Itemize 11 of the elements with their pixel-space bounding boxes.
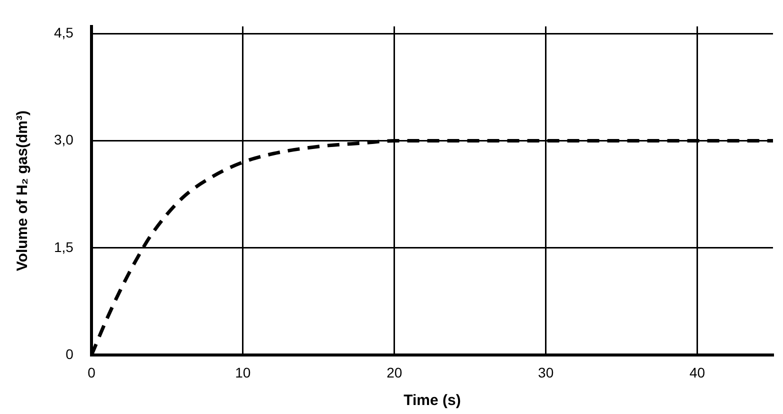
y-tick-label: 4,5 — [54, 24, 74, 40]
x-axis-title: Time (s) — [404, 392, 461, 410]
y-tick-label: 3,0 — [54, 132, 74, 148]
x-tick-label: 10 — [235, 364, 251, 380]
y-tick-label: 1,5 — [54, 238, 74, 255]
x-tick-label: 30 — [538, 364, 554, 380]
x-tick-label: 0 — [88, 364, 96, 380]
y-tick-label: 0 — [66, 346, 74, 362]
y-axis-title: Volume of H₂ gas(dm³) — [14, 110, 32, 272]
x-tick-label: 40 — [689, 364, 706, 380]
x-tick-label: 20 — [386, 364, 402, 380]
